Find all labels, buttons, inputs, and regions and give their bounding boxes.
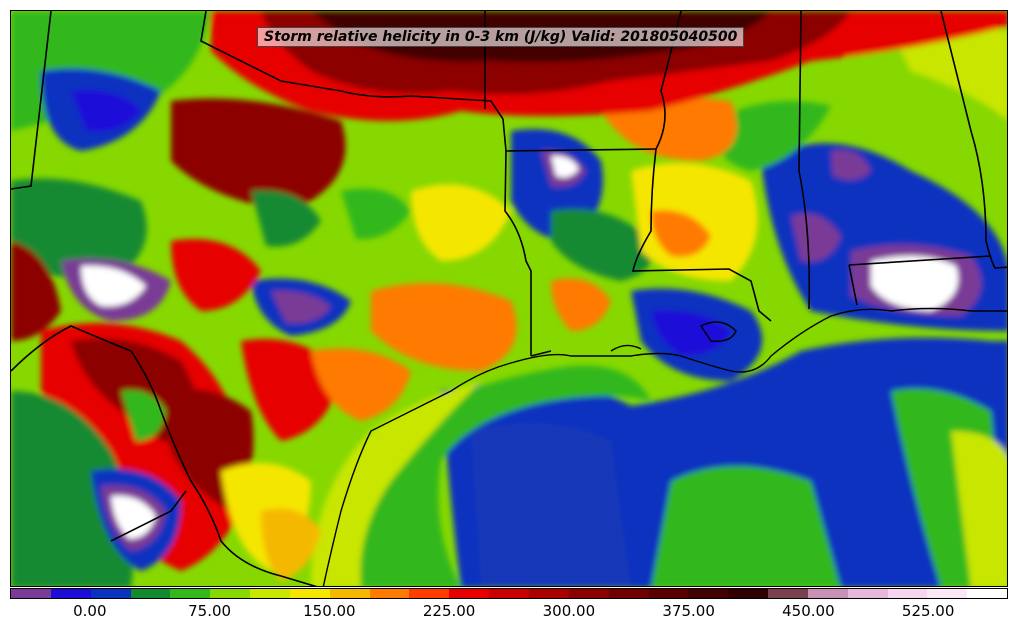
colorbar-swatch (608, 589, 649, 598)
colorbar-swatch (50, 589, 91, 598)
colorbar-swatch (568, 589, 609, 598)
map-title: Storm relative helicity in 0-3 km (J/kg)… (257, 27, 745, 47)
state-borders (11, 11, 1007, 586)
colorbar-swatch (210, 589, 251, 598)
colorbar-swatch (329, 589, 370, 598)
colorbar-tick-label: 450.00 (782, 602, 835, 620)
colorbar-tick-label: 150.00 (303, 602, 356, 620)
colorbar-swatch (688, 589, 729, 598)
colorbar-swatch (409, 589, 450, 598)
colorbar-swatch (887, 589, 928, 598)
colorbar-ticks: 0.00 75.00 150.00 225.00 300.00 375.00 450.00 5… (10, 602, 1008, 626)
colorbar-swatch (728, 589, 769, 598)
colorbar-swatch (289, 589, 330, 598)
colorbar-swatch (130, 589, 171, 598)
colorbar-swatch (170, 589, 211, 598)
helicity-map: Storm relative helicity in 0-3 km (J/kg)… (10, 10, 1008, 587)
map-canvas (11, 11, 1007, 586)
colorbar-swatch (11, 589, 51, 598)
colorbar-tick-label: 525.00 (901, 602, 955, 620)
colorbar (10, 588, 1008, 599)
colorbar-swatch (807, 589, 848, 598)
coastline (322, 307, 1007, 586)
colorbar-tick-label: 300.00 (542, 602, 596, 620)
colorbar-swatch (449, 589, 490, 598)
colorbar-swatch (847, 589, 888, 598)
colorbar-tick-label: 75.00 (188, 602, 232, 620)
colorbar-swatch (927, 589, 968, 598)
colorbar-swatch (90, 589, 131, 598)
colorbar-swatch (967, 589, 1008, 598)
colorbar-swatch (489, 589, 529, 598)
colorbar-tick-label: 375.00 (662, 602, 715, 620)
colorbar-swatch (528, 589, 569, 598)
colorbar-tick-label: 0.00 (73, 602, 107, 620)
colorbar-swatch (768, 589, 808, 598)
colorbar-swatch (648, 589, 689, 598)
colorbar-swatch (369, 589, 410, 598)
colorbar-swatch (250, 589, 290, 598)
colorbar-tick-label: 225.00 (422, 602, 476, 620)
